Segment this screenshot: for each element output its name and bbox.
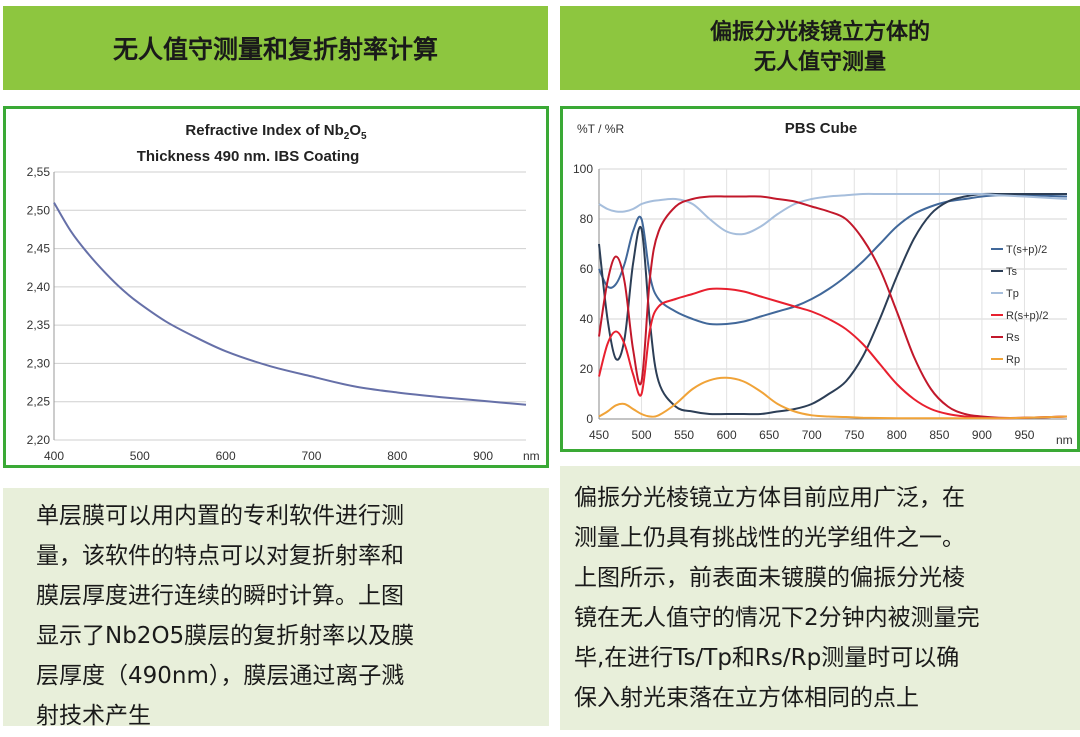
right-description-line: 保入射光束落在立方体相同的点上 <box>574 685 919 711</box>
chart2-x-tick-label: 800 <box>887 428 907 442</box>
series-line-rs <box>598 195 1068 419</box>
chart2-title: PBS Cube <box>785 120 858 137</box>
chart1-x-tick-label: 600 <box>216 449 236 463</box>
chart1-y-tick-label: 2,55 <box>27 165 51 179</box>
chart2-x-tick-label: 450 <box>589 428 609 442</box>
chart1-y-tick-label: 2,45 <box>27 242 51 256</box>
left-description-line: 量，该软件的特点可以对复折射率和 <box>36 543 404 569</box>
chart2-x-tick-label: 750 <box>844 428 864 442</box>
chart1-x-tick-label: 400 <box>44 449 64 463</box>
series-line-rp <box>598 376 1068 420</box>
pbs-cube-chart: %T / %R PBS Cube 0 20 40 60 80 100 450 500 550 6… <box>573 120 1073 447</box>
legend-label: T(s+p)/2 <box>1006 244 1047 256</box>
legend-label: Ts <box>1006 266 1018 278</box>
legend-label: R(s+p)/2 <box>1006 310 1049 322</box>
right-header: 偏振分光棱镜立方体的 无人值守测量 <box>560 6 1080 90</box>
left-description-line: 射技术产生 <box>36 703 151 729</box>
chart1-y-tick-label: 2,20 <box>27 433 51 447</box>
pbs-chart-legend: T(s+p)/2 Ts Tp R(s+p)/2 Rs Rp <box>991 244 1049 366</box>
chart2-y-tick-label: 60 <box>580 262 594 276</box>
chart1-y-tick-label: 2,30 <box>27 356 51 370</box>
right-description-line: 偏振分光棱镜立方体目前应用广泛，在 <box>574 485 965 511</box>
chart1-x-unit: nm <box>523 449 540 463</box>
chart1-x-tick-label: 500 <box>130 449 150 463</box>
left-description-line: 单层膜可以用内置的专利软件进行测 <box>36 503 404 529</box>
right-header-line2: 无人值守测量 <box>753 50 886 75</box>
chart1-x-tick-label: 900 <box>473 449 493 463</box>
right-description: 偏振分光棱镜立方体目前应用广泛，在 测量上仍具有挑战性的光学组件之一。 上图所示… <box>560 466 1080 730</box>
chart2-x-unit: nm <box>1056 433 1073 447</box>
left-header-title: 无人值守测量和复折射率计算 <box>112 35 438 64</box>
series-line-r-s-p-2 <box>598 287 1068 420</box>
left-description-line: 膜层厚度进行连续的瞬时计算。上图 <box>36 583 404 609</box>
chart2-x-tick-label: 700 <box>802 428 822 442</box>
chart2-y-tick-label: 0 <box>586 412 593 426</box>
chart2-y-tick-label: 40 <box>580 312 594 326</box>
series-line-ts <box>598 192 1067 416</box>
chart1-x-tick-label: 700 <box>301 449 321 463</box>
chart1-y-tick-label: 2,50 <box>27 203 51 217</box>
left-description-line: 显示了Nb2O5膜层的复折射率以及膜 <box>36 623 415 649</box>
chart2-x-tick-label: 550 <box>674 428 694 442</box>
refractive-index-chart: Refractive Index of Nb2O5 Thickness 490 … <box>27 122 540 463</box>
chart1-subtitle: Thickness 490 nm. IBS Coating <box>137 148 360 165</box>
left-header: 无人值守测量和复折射率计算 <box>3 6 548 90</box>
chart2-y-tick-label: 100 <box>573 162 593 176</box>
refractive-index-chart-panel: Refractive Index of Nb2O5 Thickness 490 … <box>3 106 549 468</box>
right-description-line: 上图所示，前表面未镀膜的偏振分光棱 <box>574 565 965 591</box>
refractive-index-line <box>53 202 527 406</box>
left-description: 单层膜可以用内置的专利软件进行测 量，该软件的特点可以对复折射率和 膜层厚度进行… <box>3 488 549 729</box>
chart1-y-tick-label: 2,25 <box>27 395 51 409</box>
chart1-y-tick-label: 2,35 <box>27 318 51 332</box>
chart2-x-tick-label: 650 <box>759 428 779 442</box>
legend-label: Rp <box>1006 354 1020 366</box>
chart2-x-tick-label: 850 <box>929 428 949 442</box>
series-line-tp <box>598 192 1068 236</box>
right-description-line: 镜在无人值守的情况下2分钟内被测量完 <box>574 605 980 631</box>
right-description-line: 测量上仍具有挑战性的光学组件之一。 <box>574 525 965 551</box>
right-description-line: 毕,在进行Ts/Tp和Rs/Rp测量时可以确 <box>574 645 960 671</box>
chart2-ylabel: %T / %R <box>577 122 624 136</box>
left-description-line: 层厚度（490nm），膜层通过离子溅 <box>36 663 405 689</box>
chart2-x-tick-label: 900 <box>972 428 992 442</box>
chart2-y-tick-label: 20 <box>580 362 594 376</box>
chart2-x-tick-label: 500 <box>632 428 652 442</box>
chart1-title: Refractive Index of Nb2O5 <box>185 122 367 142</box>
chart2-y-tick-label: 80 <box>580 212 594 226</box>
chart1-y-tick-label: 2,40 <box>27 280 51 294</box>
pbs-cube-chart-panel: %T / %R PBS Cube 0 20 40 60 80 100 450 500 550 6… <box>560 106 1080 452</box>
legend-label: Tp <box>1006 288 1019 300</box>
chart2-x-tick-label: 950 <box>1014 428 1034 442</box>
legend-label: Rs <box>1006 332 1020 344</box>
right-header-line1: 偏振分光棱镜立方体的 <box>709 20 930 45</box>
chart1-x-tick-label: 800 <box>387 449 407 463</box>
chart2-x-tick-label: 600 <box>717 428 737 442</box>
